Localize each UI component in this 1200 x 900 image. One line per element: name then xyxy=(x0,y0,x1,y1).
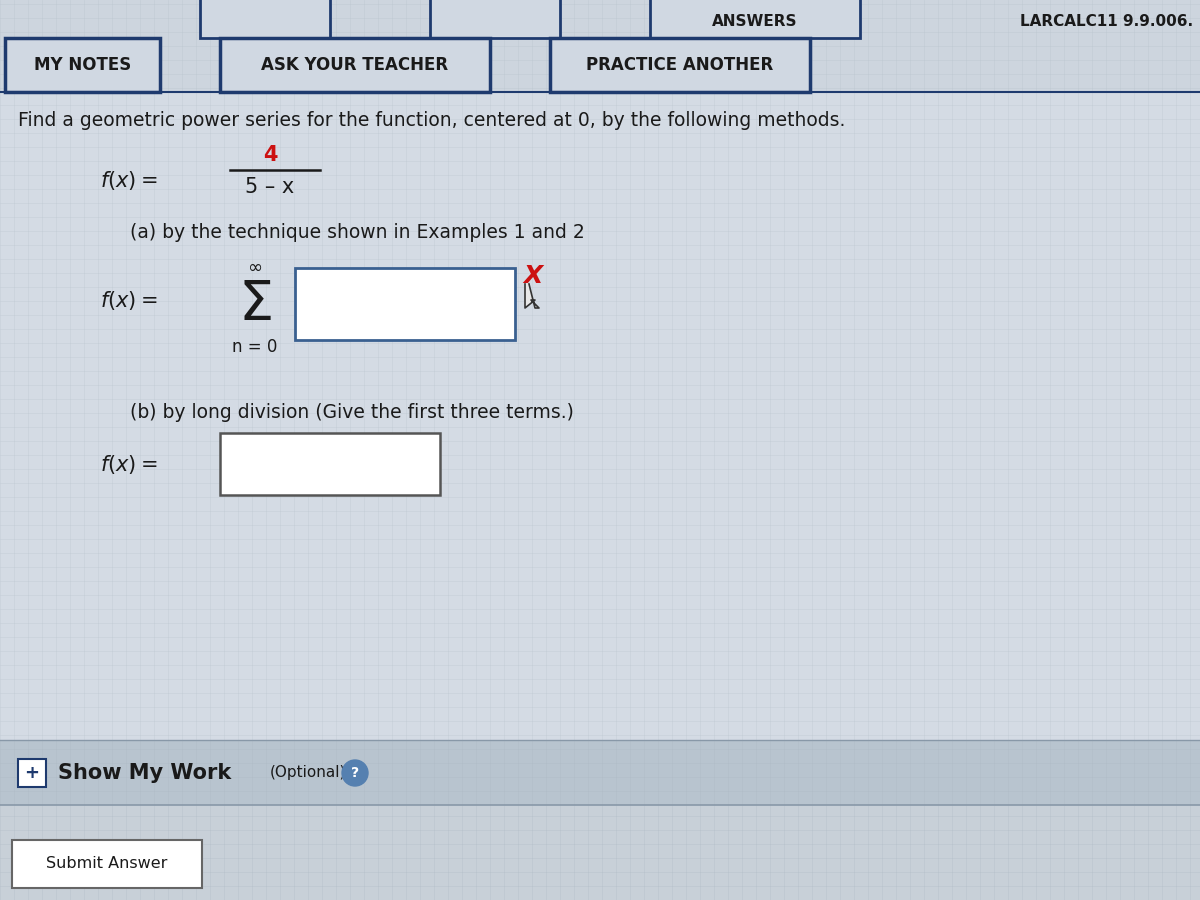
Text: $f(x)=$: $f(x)=$ xyxy=(100,168,157,192)
Text: (a) by the technique shown in Examples 1 and 2: (a) by the technique shown in Examples 1… xyxy=(130,222,584,241)
Text: 5 – x: 5 – x xyxy=(245,177,295,197)
Bar xyxy=(295,268,515,340)
Text: $\Sigma$: $\Sigma$ xyxy=(238,278,272,332)
Bar xyxy=(0,740,1200,805)
Text: 4: 4 xyxy=(263,145,277,165)
Bar xyxy=(200,0,330,38)
Bar xyxy=(5,38,160,92)
Text: n = 0: n = 0 xyxy=(233,338,277,356)
Bar xyxy=(0,92,1200,805)
Text: Find a geometric power series for the function, centered at 0, by the following : Find a geometric power series for the fu… xyxy=(18,111,845,130)
Bar xyxy=(12,840,202,888)
Text: $f(x)=$: $f(x)=$ xyxy=(100,289,157,311)
Text: +: + xyxy=(24,764,40,782)
Text: X: X xyxy=(523,264,542,288)
Text: (b) by long division (Give the first three terms.): (b) by long division (Give the first thr… xyxy=(130,402,574,421)
Text: ANSWERS: ANSWERS xyxy=(713,14,798,30)
Circle shape xyxy=(342,760,368,786)
Polygon shape xyxy=(526,284,539,308)
Bar xyxy=(550,38,810,92)
Bar xyxy=(650,0,860,38)
Text: LARCALC11 9.9.006.: LARCALC11 9.9.006. xyxy=(1020,14,1193,30)
Bar xyxy=(220,38,490,92)
Text: Submit Answer: Submit Answer xyxy=(47,857,168,871)
Bar xyxy=(18,759,46,787)
Text: $\infty$: $\infty$ xyxy=(247,258,263,276)
Text: MY NOTES: MY NOTES xyxy=(34,56,131,74)
Text: Show My Work: Show My Work xyxy=(58,763,232,783)
Bar xyxy=(0,805,1200,900)
Text: $f(x)=$: $f(x)=$ xyxy=(100,454,157,476)
Text: PRACTICE ANOTHER: PRACTICE ANOTHER xyxy=(587,56,774,74)
Text: ?: ? xyxy=(350,766,359,780)
Text: (Optional): (Optional) xyxy=(270,766,347,780)
Bar xyxy=(430,0,560,38)
Text: ASK YOUR TEACHER: ASK YOUR TEACHER xyxy=(262,56,449,74)
Bar xyxy=(220,433,440,495)
